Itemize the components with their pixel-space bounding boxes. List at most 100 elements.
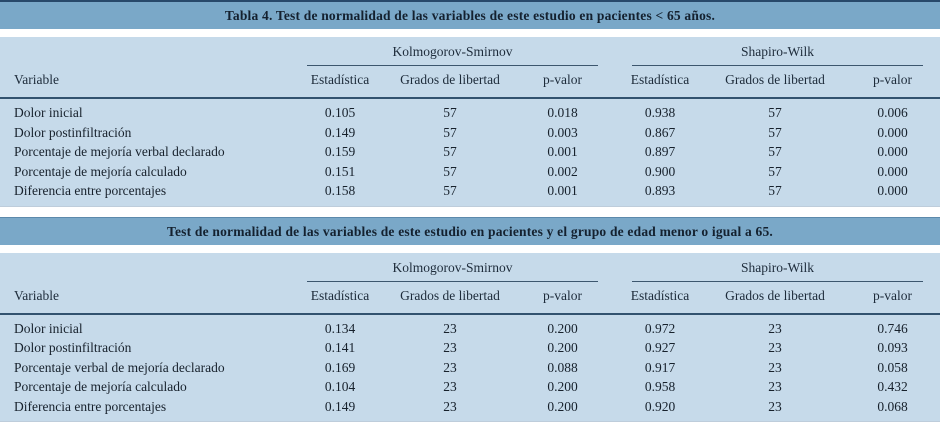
value-cell: 57 [768, 144, 782, 160]
table-row: Porcentaje de mejoría verbal declarado 0.… [0, 142, 940, 162]
value-cell: 0.002 [547, 163, 578, 179]
variable-column-header: Variable [0, 37, 290, 99]
value-cell: 57 [443, 163, 457, 179]
table-title-leq-65: Test de normalidad de las variables de e… [0, 216, 940, 245]
value-cell: 0.200 [547, 379, 578, 395]
shapiro-wilk-label: Shapiro-Wilk [632, 44, 924, 66]
value-cell: 23 [443, 398, 457, 414]
table-row: Porcentaje de mejoría calculado 0.104 23 0.… [0, 377, 940, 397]
value-cell: 57 [768, 105, 782, 120]
value-cell: 0.200 [547, 340, 578, 356]
table-row: Dolor postinfiltración 0.149 57 0.003 0.867 5… [0, 123, 940, 143]
value-cell: 0.938 [644, 105, 676, 120]
value-cell: 0.149 [324, 398, 356, 414]
table-title-under-65: Tabla 4. Test de normalidad de las varia… [0, 0, 940, 29]
value-cell: 0.088 [547, 359, 578, 375]
value-cell: 0.003 [547, 124, 578, 140]
table-row: Dolor inicial 0.105 57 0.018 0.938 57 0.006 [0, 98, 940, 123]
kolmogorov-smirnov-label: Kolmogorov-Smirnov [307, 44, 599, 66]
shapiro-wilk-group-header: Shapiro-Wilk [615, 253, 940, 283]
value-cell: 0.093 [877, 340, 908, 356]
sw-statistic-header: Estadística [615, 282, 706, 315]
value-cell: 0.972 [644, 320, 676, 336]
value-cell: 0.169 [324, 359, 356, 375]
variable-cell: Dolor inicial [14, 105, 83, 120]
value-cell: 0.958 [644, 379, 676, 395]
value-cell: 0.151 [324, 163, 356, 179]
spacer [0, 29, 940, 37]
ks-pvalue-header: p-valor [510, 67, 616, 99]
variable-cell: Dolor postinfiltración [14, 340, 132, 356]
value-cell: 23 [768, 340, 782, 356]
group-header-row: Variable Kolmogorov-Smirnov Shapiro-Wilk [0, 37, 940, 99]
value-cell: 23 [768, 379, 782, 395]
ks-pvalue-header: p-valor [510, 282, 616, 315]
value-cell: 0.200 [547, 320, 578, 336]
value-cell: 23 [768, 398, 782, 414]
normality-table-leq-65: Variable Kolmogorov-Smirnov Shapiro-Wilk… [0, 252, 940, 423]
value-cell: 0.001 [547, 144, 578, 160]
value-cell: 57 [443, 183, 457, 199]
value-cell: 0.927 [644, 340, 676, 356]
value-cell: 57 [768, 163, 782, 179]
value-cell: 57 [443, 124, 457, 140]
value-cell: 0.000 [877, 183, 908, 199]
table-row: Dolor postinfiltración 0.141 23 0.200 0.927 2… [0, 338, 940, 358]
table-row: Diferencia entre porcentajes 0.149 23 0.200… [0, 397, 940, 422]
table-row: Porcentaje verbal de mejoría declarado 0.… [0, 358, 940, 378]
value-cell: 23 [443, 379, 457, 395]
group-header-row: Variable Kolmogorov-Smirnov Shapiro-Wilk [0, 252, 940, 315]
variable-cell: Diferencia entre porcentajes [14, 183, 167, 199]
value-cell: 0.158 [324, 183, 356, 199]
value-cell: 0.000 [877, 163, 908, 179]
shapiro-wilk-label: Shapiro-Wilk [632, 260, 924, 282]
variable-cell: Porcentaje verbal de mejoría declarado [14, 359, 225, 375]
kolmogorov-smirnov-group-header: Kolmogorov-Smirnov [290, 253, 615, 283]
value-cell: 57 [768, 183, 782, 199]
value-cell: 0.006 [877, 105, 908, 120]
kolmogorov-smirnov-label: Kolmogorov-Smirnov [307, 260, 599, 282]
value-cell: 0.149 [324, 124, 356, 140]
variable-cell: Porcentaje de mejoría verbal declarado [14, 144, 225, 160]
value-cell: 0.432 [877, 379, 908, 395]
value-cell: 0.058 [877, 359, 908, 375]
column-header-row: Estadística Grados de libertad p-valor E… [0, 282, 940, 315]
value-cell: 0.000 [877, 144, 908, 160]
value-cell: 23 [443, 359, 457, 375]
value-cell: 0.900 [644, 163, 676, 179]
value-cell: 0.920 [644, 398, 676, 414]
variable-cell: Dolor inicial [14, 320, 83, 336]
spacer [0, 244, 940, 253]
sw-pvalue-header: p-valor [845, 67, 940, 99]
variable-cell: Porcentaje de mejoría calculado [14, 163, 187, 179]
value-cell: 0.068 [877, 398, 908, 414]
sw-df-header: Grados de libertad [705, 282, 846, 315]
normality-table-under-65: Variable Kolmogorov-Smirnov Shapiro-Wilk… [0, 37, 940, 207]
value-cell: 0.867 [644, 124, 676, 140]
sw-df-header: Grados de libertad [705, 67, 846, 99]
value-cell: 0.134 [324, 320, 356, 336]
ks-statistic-header: Estadística [290, 282, 390, 315]
variable-column-header: Variable [0, 252, 290, 315]
value-cell: 0.200 [547, 398, 578, 414]
value-cell: 57 [768, 124, 782, 140]
value-cell: 0.897 [644, 144, 676, 160]
value-cell: 23 [443, 320, 457, 336]
value-cell: 0.018 [547, 105, 578, 120]
table-row: Diferencia entre porcentajes 0.158 57 0.001… [0, 181, 940, 206]
column-header-row: Estadística Grados de libertad p-valor E… [0, 67, 940, 99]
variable-cell: Porcentaje de mejoría calculado [14, 379, 187, 395]
value-cell: 23 [443, 340, 457, 356]
value-cell: 0.000 [877, 124, 908, 140]
spacer [0, 206, 940, 217]
sw-pvalue-header: p-valor [845, 282, 940, 315]
value-cell: 23 [768, 359, 782, 375]
value-cell: 0.917 [644, 359, 676, 375]
value-cell: 0.159 [324, 144, 356, 160]
value-cell: 57 [443, 144, 457, 160]
ks-statistic-header: Estadística [290, 67, 390, 99]
value-cell: 57 [443, 105, 457, 120]
shapiro-wilk-group-header: Shapiro-Wilk [615, 37, 940, 67]
ks-df-header: Grados de libertad [390, 67, 510, 99]
value-cell: 0.746 [877, 320, 908, 336]
